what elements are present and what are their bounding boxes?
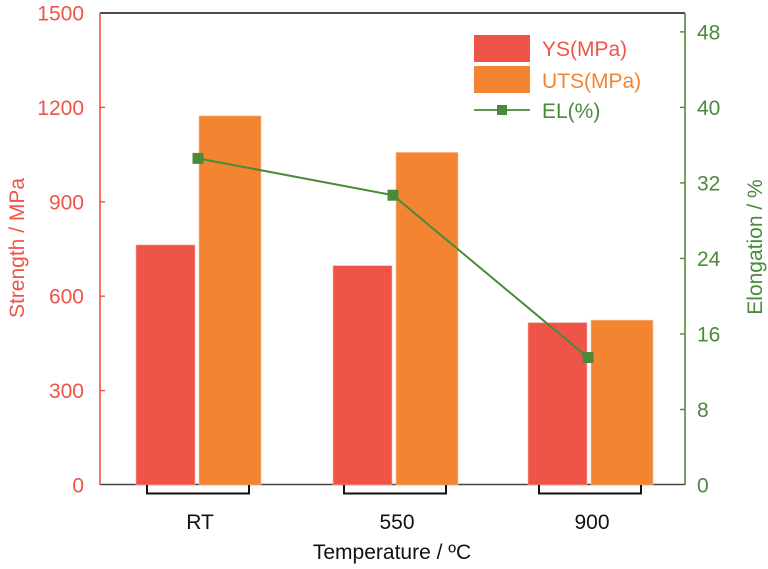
bar-uts-RT xyxy=(198,115,262,486)
legend-swatch-ys xyxy=(474,35,530,62)
legend-marker-el xyxy=(497,105,507,115)
y-right-tick-label-24: 24 xyxy=(697,248,721,271)
legend-swatch-uts xyxy=(474,66,530,93)
bracket-900 xyxy=(538,485,642,495)
y-left-tick-label-1200: 1200 xyxy=(37,97,84,120)
y-axis-left-title: Strength / MPa xyxy=(6,178,29,318)
bar-ys-RT xyxy=(135,244,196,486)
y-axis-right-title: Elongation / % xyxy=(744,179,767,314)
legend-label-el: EL(%) xyxy=(542,100,600,123)
el-marker-900 xyxy=(582,352,594,364)
y-left-tick-label-900: 900 xyxy=(49,191,84,214)
y-right-tick-label-32: 32 xyxy=(697,172,720,195)
y-left-tick-label-1500: 1500 xyxy=(37,3,84,26)
x-axis-title: Temperature / ºC xyxy=(313,541,471,564)
y-left-tick-label-300: 300 xyxy=(49,380,84,403)
legend: YS(MPa) UTS(MPa) EL(%) xyxy=(474,35,641,123)
bar-ys-550 xyxy=(332,265,393,486)
y-left-tick-label-600: 600 xyxy=(49,286,84,309)
x-axis-tick-labels: RT 550 900 xyxy=(186,511,609,534)
bar-uts-900 xyxy=(590,319,654,486)
el-marker-550 xyxy=(387,189,399,201)
category-brackets xyxy=(146,485,642,495)
y-right-tick-label-40: 40 xyxy=(697,97,720,120)
y-right-tick-label-0: 0 xyxy=(697,475,709,498)
x-tick-label-900: 900 xyxy=(574,511,609,534)
bar-uts-550 xyxy=(395,152,459,486)
y-left-tick-label-0: 0 xyxy=(72,475,84,498)
x-tick-label-550: 550 xyxy=(379,511,414,534)
bracket-550 xyxy=(343,485,447,495)
bracket-RT xyxy=(146,485,250,495)
y-right-tick-label-16: 16 xyxy=(697,323,720,346)
bar-ys-900 xyxy=(527,322,588,486)
el-marker-RT xyxy=(192,152,204,164)
y-right-tick-label-8: 8 xyxy=(697,399,709,422)
y-right-tick-label-48: 48 xyxy=(697,21,720,44)
legend-label-uts: UTS(MPa) xyxy=(542,70,641,93)
legend-label-ys: YS(MPa) xyxy=(542,38,627,61)
y-axis-right-ticks: 0 8 16 24 32 40 48 xyxy=(680,21,721,498)
bars-layer xyxy=(135,115,654,486)
el-line-layer xyxy=(192,152,594,364)
x-tick-label-RT: RT xyxy=(186,511,214,534)
y-axis-left-ticks: 0 300 600 900 1200 1500 xyxy=(37,3,105,498)
